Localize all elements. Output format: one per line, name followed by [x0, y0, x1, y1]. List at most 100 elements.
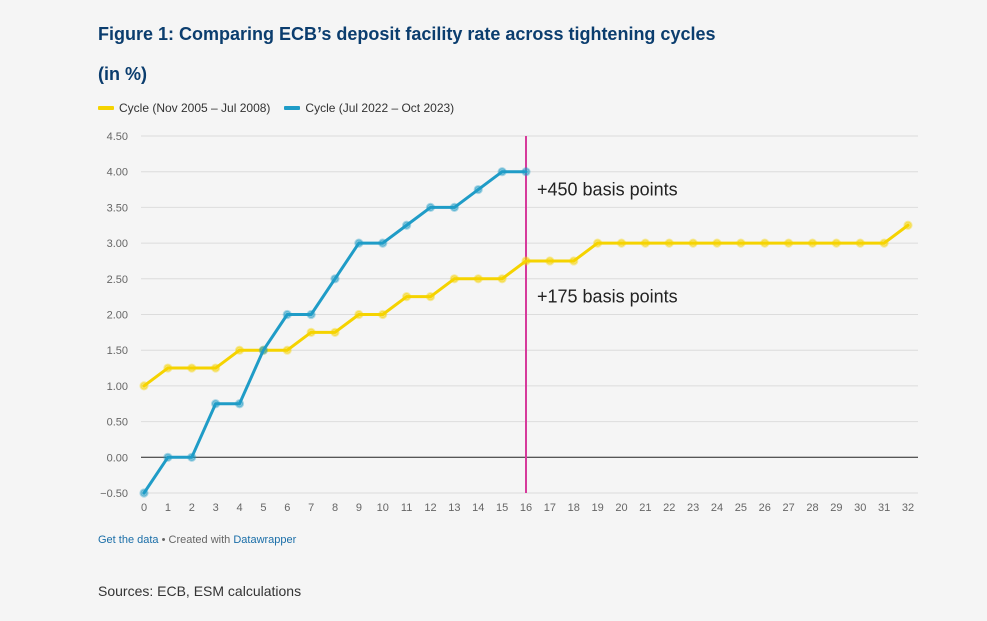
- footer-links: Get the data • Created with Datawrapper: [98, 534, 296, 546]
- series-0-point: [425, 292, 436, 302]
- series-0-point: [688, 238, 698, 248]
- series-0-point: [449, 274, 459, 284]
- series-1-point: [234, 399, 245, 409]
- series-1-point: [354, 238, 364, 248]
- x-tick-label: 26: [759, 502, 771, 514]
- sources-note: Sources: ECB, ESM calculations: [98, 583, 302, 599]
- annotation-0: +450 basis points: [537, 180, 678, 200]
- x-tick-label: 27: [783, 502, 795, 514]
- series-0-point: [784, 238, 794, 248]
- legend-item-2005-cycle: Cycle (Nov 2005 – Jul 2008): [98, 101, 270, 115]
- annotation-1: +175 basis points: [537, 287, 678, 307]
- x-tick-label: 6: [284, 502, 290, 514]
- series-0-point: [712, 238, 722, 248]
- series-group: [139, 167, 913, 498]
- x-tick-label: 3: [213, 502, 219, 514]
- series-0-point: [402, 292, 412, 302]
- series-0-point: [497, 274, 507, 284]
- datawrapper-link[interactable]: Datawrapper: [233, 534, 297, 546]
- x-tick-label: 9: [356, 502, 362, 514]
- series-0-point: [760, 238, 770, 248]
- series-0-point: [330, 327, 340, 337]
- x-tick-label: 22: [663, 502, 675, 514]
- legend-label-2022: Cycle (Jul 2022 – Oct 2023): [305, 101, 455, 115]
- series-0-point: [521, 256, 531, 266]
- series-0-point: [903, 220, 913, 230]
- series-1-point: [378, 238, 388, 248]
- series-1-point: [211, 399, 221, 409]
- x-tick-label: 5: [260, 502, 266, 514]
- y-tick-label: 4.50: [107, 131, 128, 143]
- y-tick-label: 0.50: [107, 417, 128, 429]
- x-tick-label: 0: [141, 502, 147, 514]
- series-0-point: [545, 256, 555, 266]
- x-axis-ticks: 0 1 2 3 4 5 6 7 8 9 10 11 12 13 14 15 16 17 18 19 20 21 22 23 24…: [141, 502, 914, 514]
- x-tick-label: 15: [496, 502, 508, 514]
- y-tick-label: −0.50: [100, 488, 128, 500]
- series-0-point: [879, 238, 889, 248]
- x-tick-label: 10: [377, 502, 389, 514]
- series-1-point: [449, 202, 459, 212]
- y-tick-label: 2.00: [107, 310, 128, 322]
- series-0-point: [139, 381, 149, 391]
- y-tick-label: 1.00: [107, 381, 128, 393]
- legend-swatch-2005: [98, 106, 114, 110]
- series-0-point: [211, 363, 221, 373]
- y-tick-label: 1.50: [107, 345, 128, 357]
- y-axis-ticks: 4.50 4.00 3.50 3.00 2.50 2.00 1.50 1.00 0.50 0.00…: [100, 131, 128, 500]
- legend-item-2022-cycle: Cycle (Jul 2022 – Oct 2023): [284, 101, 454, 115]
- x-tick-label: 25: [735, 502, 747, 514]
- series-1-point: [497, 167, 507, 177]
- series-1-point: [402, 220, 412, 230]
- y-tick-label: 2.50: [107, 274, 128, 286]
- x-tick-label: 14: [472, 502, 484, 514]
- x-tick-label: 21: [639, 502, 651, 514]
- series-0-point: [664, 238, 674, 248]
- x-tick-label: 16: [520, 502, 532, 514]
- x-tick-label: 18: [568, 502, 580, 514]
- series-0-point: [187, 363, 197, 373]
- x-tick-label: 19: [592, 502, 604, 514]
- series-0-point: [855, 238, 865, 248]
- series-1-point: [139, 488, 149, 498]
- gridlines: [141, 135, 918, 494]
- series-0-point: [234, 345, 245, 355]
- chart-title: Figure 1: Comparing ECB’s deposit facili…: [98, 24, 716, 44]
- series-0-point: [569, 256, 579, 266]
- series-1-point: [473, 184, 483, 195]
- y-tick-label: 0.00: [107, 452, 128, 464]
- get-the-data-link[interactable]: Get the data: [98, 534, 159, 546]
- x-tick-label: 1: [165, 502, 171, 514]
- series-0-point: [473, 274, 483, 284]
- x-tick-label: 12: [424, 502, 436, 514]
- x-tick-label: 13: [448, 502, 460, 514]
- x-tick-label: 30: [854, 502, 866, 514]
- x-tick-label: 20: [615, 502, 627, 514]
- x-tick-label: 32: [902, 502, 914, 514]
- series-0-point: [807, 238, 818, 248]
- x-tick-label: 31: [878, 502, 890, 514]
- series-1-point: [258, 345, 268, 355]
- chart-subtitle: (in %): [98, 64, 147, 84]
- series-0-point: [736, 238, 746, 248]
- x-tick-label: 4: [236, 502, 242, 514]
- x-tick-label: 11: [401, 502, 412, 514]
- legend-label-2005: Cycle (Nov 2005 – Jul 2008): [119, 101, 271, 115]
- series-1-point: [306, 309, 316, 320]
- x-tick-label: 7: [308, 502, 314, 514]
- x-tick-label: 23: [687, 502, 699, 514]
- x-tick-label: 29: [830, 502, 842, 514]
- x-tick-label: 8: [332, 502, 338, 514]
- series-1-point: [163, 452, 173, 462]
- series-0-point: [163, 363, 173, 373]
- y-tick-label: 3.50: [107, 202, 128, 214]
- series-1-point: [521, 167, 531, 177]
- series-0-point: [831, 238, 841, 248]
- annotations-group: +450 basis points +175 basis points: [537, 180, 678, 307]
- series-0-point: [282, 345, 292, 355]
- legend: Cycle (Nov 2005 – Jul 2008) Cycle (Jul 2…: [98, 101, 454, 115]
- x-tick-label: 28: [806, 502, 818, 514]
- series-1-point: [187, 452, 197, 462]
- series-1-point: [425, 202, 436, 212]
- x-tick-label: 2: [189, 502, 195, 514]
